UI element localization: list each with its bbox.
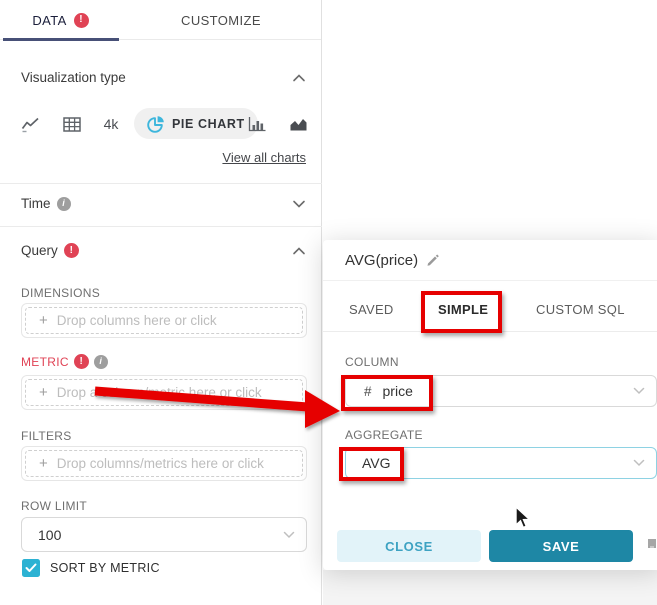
filters-placeholder: Drop columns/metrics here or click (56, 456, 264, 471)
dimensions-placeholder: Drop columns here or click (56, 313, 217, 328)
row-limit-select[interactable]: 100 (21, 517, 307, 552)
panel-tabbar: DATA ! CUSTOMIZE (0, 0, 321, 41)
chevron-up-icon (293, 73, 305, 81)
metric-edit-popover: AVG(price) SAVED SIMPLE CUSTOM SQL COLUM… (323, 240, 657, 570)
chevron-down-icon (283, 531, 295, 538)
info-icon: i (56, 196, 71, 211)
dimensions-label: DIMENSIONS (21, 286, 101, 300)
error-icon: ! (73, 12, 89, 28)
popover-resize-handle[interactable] (648, 539, 656, 548)
pie-chart-icon (147, 115, 164, 133)
viz-option-4k-label: 4k (103, 116, 119, 132)
active-tab-indicator (427, 329, 497, 332)
active-tab-indicator (3, 38, 119, 41)
chart-area-background (323, 570, 657, 605)
query-section-header[interactable]: Query ! (21, 243, 306, 258)
close-button[interactable]: CLOSE (337, 530, 481, 562)
metric-label: METRIC (21, 354, 69, 369)
query-section-title: Query (21, 243, 58, 258)
column-select[interactable]: # price (345, 375, 657, 407)
view-all-charts-link[interactable]: View all charts (222, 150, 306, 165)
table-icon[interactable] (62, 110, 82, 138)
chevron-down-icon (633, 459, 645, 467)
chevron-down-icon (293, 200, 305, 208)
plus-icon: + (39, 455, 48, 472)
aggregate-value: AVG (362, 455, 391, 471)
time-section-header[interactable]: Time i (21, 196, 306, 211)
info-icon: i (93, 354, 108, 369)
section-divider (0, 183, 322, 184)
plus-icon: + (39, 384, 48, 401)
tab-simple[interactable]: SIMPLE (438, 302, 489, 317)
filters-dropzone[interactable]: + Drop columns/metrics here or click (21, 446, 307, 481)
sort-by-metric-label: SORT BY METRIC (50, 561, 160, 575)
edit-pencil-icon[interactable] (426, 253, 440, 267)
viz-type-title: Visualization type (21, 70, 126, 85)
metric-dropzone[interactable]: + Drop a column/metric here or click (21, 375, 307, 410)
metric-placeholder: Drop a column/metric here or click (56, 385, 262, 400)
save-button[interactable]: SAVE (489, 530, 633, 562)
aggregate-label: AGGREGATE (345, 428, 423, 442)
column-label: COLUMN (345, 355, 399, 369)
aggregate-select[interactable]: AVG (345, 447, 657, 479)
viz-option-4k[interactable]: 4k (100, 110, 122, 138)
metric-label-row: METRIC ! i (21, 354, 108, 369)
error-icon: ! (63, 243, 79, 258)
numeric-type-icon: # (364, 383, 372, 399)
tab-saved[interactable]: SAVED (349, 302, 394, 317)
filters-label: FILTERS (21, 429, 72, 443)
control-panel: DATA ! CUSTOMIZE Visualization type 4k (0, 0, 322, 605)
popover-title: AVG(price) (345, 251, 419, 269)
tab-data-label: DATA (32, 12, 67, 28)
time-section-title: Time (21, 196, 51, 211)
column-value: price (382, 383, 413, 399)
error-icon: ! (73, 354, 89, 369)
row-limit-label: ROW LIMIT (21, 499, 88, 513)
viz-option-pie-chart[interactable]: PIE CHART (134, 108, 258, 139)
viz-option-pie-label: PIE CHART (172, 116, 245, 131)
chevron-down-icon (633, 387, 645, 395)
tab-customize[interactable]: CUSTOMIZE (121, 0, 321, 40)
viz-type-header[interactable]: Visualization type (21, 70, 306, 85)
viz-type-options: 4k PIE CHART (0, 108, 322, 140)
popover-tabbar: SAVED SIMPLE CUSTOM SQL (323, 300, 657, 332)
tab-custom-sql[interactable]: CUSTOM SQL (536, 302, 625, 317)
popover-header: AVG(price) (323, 240, 657, 281)
sort-by-metric-checkbox[interactable] (22, 559, 40, 577)
check-icon (25, 563, 37, 572)
dimensions-dropzone[interactable]: + Drop columns here or click (21, 303, 307, 338)
tab-data[interactable]: DATA ! (0, 0, 121, 41)
bar-chart-icon[interactable] (247, 110, 267, 138)
area-chart-icon[interactable] (288, 110, 308, 138)
line-chart-icon[interactable] (20, 110, 40, 138)
row-limit-value: 100 (38, 526, 62, 543)
chevron-up-icon (293, 246, 305, 254)
sort-by-metric-row: SORT BY METRIC (22, 559, 160, 577)
section-divider (0, 226, 322, 227)
plus-icon: + (39, 312, 48, 329)
tab-customize-label: CUSTOMIZE (181, 12, 261, 28)
